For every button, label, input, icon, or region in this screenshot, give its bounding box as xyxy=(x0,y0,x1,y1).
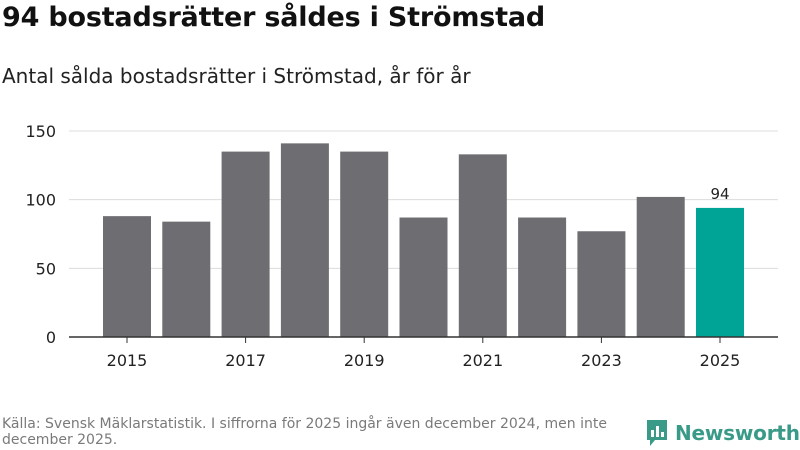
bar xyxy=(221,151,270,337)
x-tick-label: 2023 xyxy=(581,351,622,370)
bar xyxy=(280,143,329,337)
newsworthy-logo-icon xyxy=(647,420,667,446)
chart-subtitle: Antal sålda bostadsrätter i Strömstad, å… xyxy=(2,64,471,88)
newsworthy-logo: Newsworthy xyxy=(645,418,800,448)
x-tick-label: 2019 xyxy=(344,351,385,370)
bar xyxy=(399,217,448,337)
data-label: 94 xyxy=(710,185,729,203)
x-tick-label: 2021 xyxy=(462,351,503,370)
bar xyxy=(103,216,151,337)
x-tick-label: 2017 xyxy=(225,351,266,370)
y-tick-label: 150 xyxy=(25,122,56,141)
x-tick-label: 2015 xyxy=(107,351,148,370)
y-tick-label: 0 xyxy=(46,328,56,347)
bar xyxy=(162,221,211,337)
bar xyxy=(340,151,389,337)
y-tick-label: 50 xyxy=(36,259,56,278)
bar xyxy=(577,231,626,337)
bar xyxy=(636,196,685,337)
source-note: Källa: Svensk Mäklarstatistik. I siffror… xyxy=(2,416,607,448)
bar xyxy=(518,217,567,337)
y-tick-label: 100 xyxy=(25,191,56,210)
x-tick-label: 2025 xyxy=(700,351,741,370)
bar xyxy=(458,154,507,337)
chart-title: 94 bostadsrätter såldes i Strömstad xyxy=(2,2,546,33)
bar-highlight xyxy=(696,207,744,337)
logo-text: Newsworthy xyxy=(675,421,800,445)
